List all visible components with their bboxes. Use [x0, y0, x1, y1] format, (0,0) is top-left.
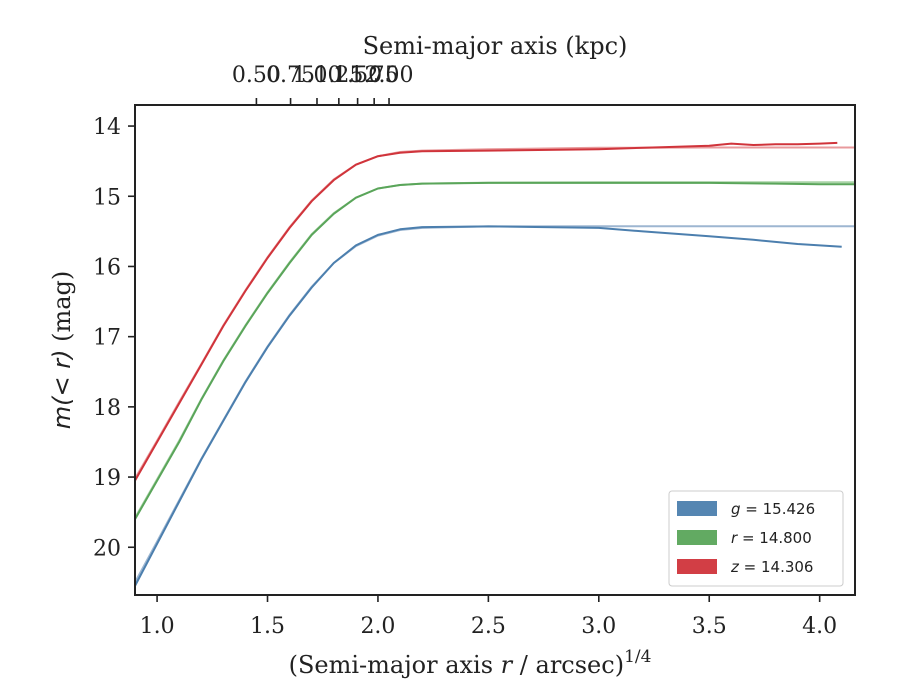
- legend-label-r: r = 14.800: [731, 529, 812, 547]
- y-tick-label: 20: [93, 536, 121, 561]
- x-axis-title-var: r: [501, 651, 514, 679]
- y-tick-label: 19: [93, 466, 121, 491]
- top-x-axis-title: Semi-major axis (kpc): [363, 32, 628, 60]
- top-x-tick-label: 2.00: [365, 63, 414, 88]
- top-x-tick-label: 0.50: [232, 63, 281, 88]
- legend: g = 15.426 r = 14.800 z = 14.306: [668, 490, 844, 587]
- legend-swatch-z: [677, 559, 717, 574]
- y-tick-label: 17: [93, 326, 121, 351]
- legend-swatch-g: [677, 501, 717, 516]
- x-axis-title: (Semi-major axis r / arcsec)1/4: [289, 647, 652, 679]
- top-x-tick-label: 0.75: [266, 63, 315, 88]
- y-tick-label: 15: [93, 185, 121, 210]
- y-tick-label: 14: [93, 115, 121, 140]
- series-r-line: [134, 181, 855, 520]
- y-axis: 14 15 16 17 18 19 20: [93, 115, 135, 561]
- x-tick-label: 1.0: [140, 614, 175, 639]
- top-x-tick-label: 1.00: [292, 63, 341, 88]
- x-axis-title-exponent: 1/4: [624, 647, 651, 667]
- x-axis-title-tail: / arcsec): [520, 651, 624, 679]
- legend-swatch-r: [677, 530, 717, 545]
- top-x-tick-label: 1.50: [333, 63, 382, 88]
- x-tick-label: 2.0: [360, 614, 395, 639]
- y-tick-label: 16: [93, 255, 121, 280]
- x-tick-label: 2.5: [471, 614, 506, 639]
- legend-label-g: g = 15.426: [731, 500, 815, 518]
- top-x-axis: 0.500.751.001.251.501.752.00: [232, 63, 414, 105]
- y-axis-title: m(< r) (mag): [48, 271, 76, 430]
- legend-label-z: z = 14.306: [730, 558, 813, 576]
- series-z-model-line: [134, 146, 855, 480]
- series-layer: [134, 141, 855, 587]
- series-g-line: [134, 225, 842, 587]
- legend-items: g = 15.426 r = 14.800 z = 14.306: [677, 500, 815, 576]
- series-r-model-line: [134, 181, 855, 519]
- x-axis-title-text: (Semi-major axis: [289, 651, 493, 679]
- x-tick-label: 3.0: [581, 614, 616, 639]
- x-tick-label: 4.0: [802, 614, 837, 639]
- y-axis-title-math: m(< r): [48, 350, 76, 430]
- top-x-tick-label: 1.75: [350, 63, 399, 88]
- series-z-line: [134, 141, 838, 482]
- top-x-tick-label: 1.25: [314, 63, 363, 88]
- plot-frame: [134, 104, 856, 596]
- y-tick-label: 18: [93, 396, 121, 421]
- x-tick-label: 1.5: [250, 614, 285, 639]
- y-axis-title-unit: (mag): [48, 271, 76, 342]
- x-tick-label: 3.5: [692, 614, 727, 639]
- bottom-x-axis: 1.0 1.5 2.0 2.5 3.0 3.5 4.0: [140, 595, 837, 639]
